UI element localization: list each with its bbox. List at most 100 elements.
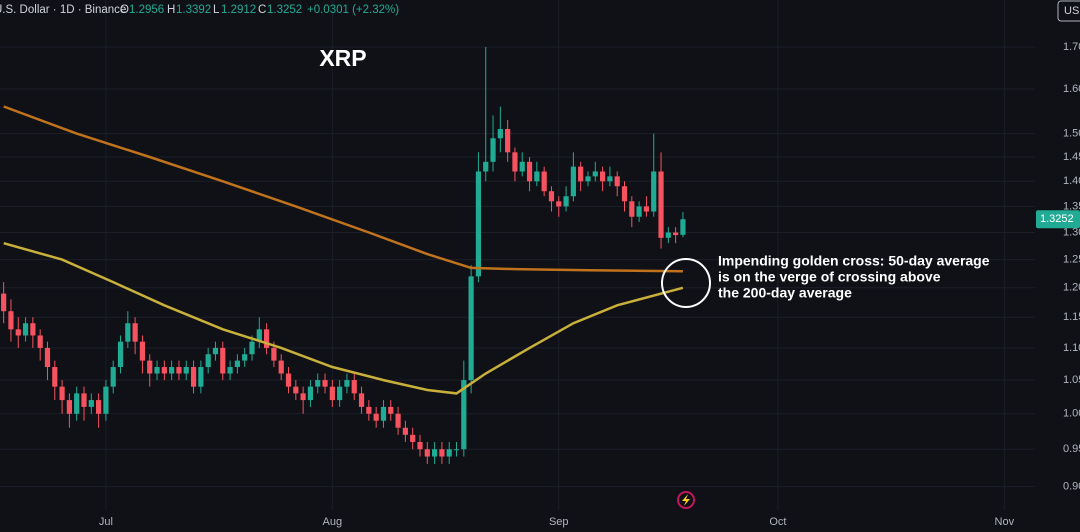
candle-body [388,406,394,414]
candle-body [285,373,292,387]
grid [0,0,1035,510]
plot-area [1,47,686,464]
annotation: is on the verge of crossing above [718,269,941,285]
candle-body [52,367,58,387]
candle-body [30,323,36,336]
candle-body [680,219,686,235]
ohlc-label: O [120,4,129,16]
candle-body [541,171,547,192]
candle-body [621,186,628,202]
candle-body [519,161,525,172]
ohlc-value: 1.2912 [221,4,256,16]
icon-ring[interactable] [677,491,695,509]
candle-body [592,171,598,177]
y-tick-label: 1.25 [1063,253,1080,265]
candle-body [373,413,379,421]
candle-body [278,360,284,374]
candle-body [81,393,87,407]
candle-body [15,329,21,336]
candle-body [446,449,452,457]
candle-body [74,393,80,414]
candle-body [366,406,372,414]
candle-body [439,449,445,457]
currency-button[interactable] [1057,0,1080,22]
candle-body [636,206,642,217]
candle-body [110,367,116,387]
y-tick-label: 1.15 [1063,311,1080,323]
y-tick-label: 1.20 [1063,282,1080,294]
price-label-box [1036,210,1080,229]
x-tick-label: Aug [323,516,343,528]
candle-body [599,171,606,182]
candle-body [483,161,489,172]
currency-label[interactable]: US [1064,5,1079,17]
candle-body [468,276,474,381]
y-tick-label: 1.05 [1063,374,1080,386]
symbol-info: U.S. Dollar · 1D · Binance [0,4,126,16]
y-tick-label: 0.90 [1063,480,1080,492]
candle-body [410,434,416,442]
moving-average-line [3,105,683,273]
candle-body [22,323,29,336]
highlight-circle [661,258,711,308]
y-tick-label: 1.60 [1063,83,1080,95]
candle-body [264,329,270,348]
ohlc-value: 1.3252 [267,4,302,16]
candle-body [96,400,102,414]
ohlc-label: L [213,4,220,16]
x-tick-label: Jul [99,516,113,528]
annotation: the 200-day average [718,285,852,301]
moving-average-line [3,241,684,395]
candle-body [431,449,438,457]
candle-body [534,171,540,182]
candle-body [344,380,350,387]
candle-body [205,354,211,368]
candle-body [315,380,321,387]
candle-body [183,367,189,374]
candle-body [461,380,467,450]
candle-body [154,367,160,374]
candle-body [329,386,335,401]
candle-body [585,176,591,182]
candle-body [497,129,503,139]
y-tick-label: 1.00 [1063,408,1080,420]
y-tick-label: 1.30 [1063,226,1080,238]
candle-body [1,293,7,312]
annotation: Impending golden cross: 50-day average [718,253,990,269]
candle-body [198,367,204,387]
candle-body [556,201,562,207]
candle-body [526,161,533,182]
ohlc-label: H [167,4,175,16]
candle-body [351,380,357,394]
candle-body [300,393,306,401]
y-tick-label: 1.35 [1063,200,1080,212]
candle-body [139,341,146,361]
candle-body [380,406,387,421]
lightning-icon[interactable] [677,491,695,509]
candle-body [169,367,175,374]
x-tick-label: Sep [549,516,569,528]
y-tick-label: 1.50 [1063,128,1080,140]
candle-body [570,166,576,197]
candle-body [271,347,277,361]
candle-body [578,166,584,182]
candle-body [490,138,496,162]
candle-body [161,367,167,374]
candle-body [658,171,664,238]
icon-bolt[interactable] [682,494,690,506]
candle-body [475,171,482,277]
candle-body [665,232,671,238]
y-tick-label: 0.95 [1063,443,1080,455]
ohlc-label: C [258,4,266,16]
candle-body [117,341,124,368]
candle-body [548,191,555,202]
x-tick-label: Oct [769,516,786,528]
candle-body [190,367,197,387]
candle-body [614,176,620,187]
candle-body [103,386,109,414]
y-tick-label: 1.70 [1063,41,1080,53]
candle-body [643,206,650,212]
chart-title: XRP [319,45,366,71]
candle-body [307,386,314,401]
